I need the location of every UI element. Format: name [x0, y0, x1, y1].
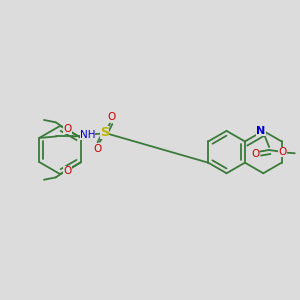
Text: O: O [278, 147, 286, 158]
Text: N: N [256, 126, 266, 136]
Text: O: O [63, 166, 72, 176]
Text: O: O [63, 124, 72, 134]
Text: O: O [108, 112, 116, 122]
Text: O: O [251, 149, 259, 159]
Text: O: O [94, 144, 102, 154]
Text: S: S [100, 126, 109, 140]
Text: NH: NH [80, 130, 95, 140]
